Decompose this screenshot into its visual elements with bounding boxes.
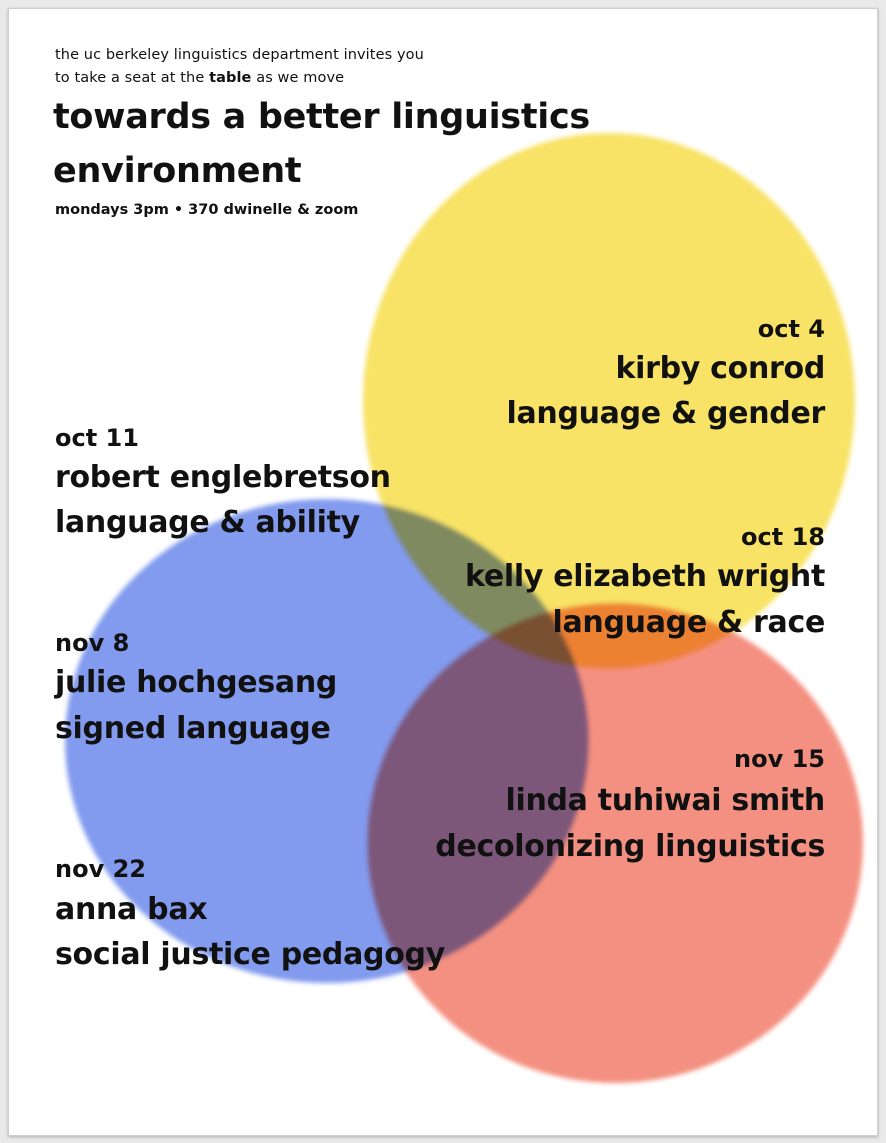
overlapping-circles-graphic xyxy=(65,133,863,1083)
session-topic: social justice pedagogy xyxy=(55,937,445,972)
session-date: oct 18 xyxy=(741,523,825,551)
session-date: nov 8 xyxy=(55,629,130,657)
session-speaker: linda tuhiwai smith xyxy=(505,783,825,818)
session-topic: language & race xyxy=(552,605,825,640)
session-speaker: anna bax xyxy=(55,892,208,927)
session-speaker: kelly elizabeth wright xyxy=(464,559,825,594)
event-poster: the uc berkeley linguistics department i… xyxy=(8,8,878,1136)
session-date: oct 11 xyxy=(55,424,139,452)
intro-table-word: table xyxy=(209,70,252,86)
intro-line-2-start: to take a seat at the xyxy=(55,70,210,86)
page-title-line-2: environment xyxy=(53,151,302,191)
schedule-subtitle: mondays 3pm • 370 dwinelle & zoom xyxy=(55,202,359,218)
session-topic: language & ability xyxy=(55,505,360,540)
session-date: oct 4 xyxy=(757,315,825,343)
intro-line-1: the uc berkeley linguistics department i… xyxy=(55,47,424,63)
session-topic: decolonizing linguistics xyxy=(435,829,825,864)
yellow-circle xyxy=(363,133,855,669)
session-speaker: julie hochgesang xyxy=(55,665,338,700)
page-title-line-1: towards a better linguistics xyxy=(53,97,590,137)
session-date: nov 15 xyxy=(734,745,825,773)
session-date: nov 22 xyxy=(55,855,146,883)
session-topic: language & gender xyxy=(506,396,825,431)
intro-line-2: to take a seat at the table as we move xyxy=(55,70,344,86)
session-topic: signed language xyxy=(55,711,331,746)
session-speaker: robert englebretson xyxy=(55,460,391,495)
red-circle xyxy=(367,603,863,1083)
intro-line-2-end: as we move xyxy=(251,70,345,86)
session-speaker: kirby conrod xyxy=(615,351,825,386)
